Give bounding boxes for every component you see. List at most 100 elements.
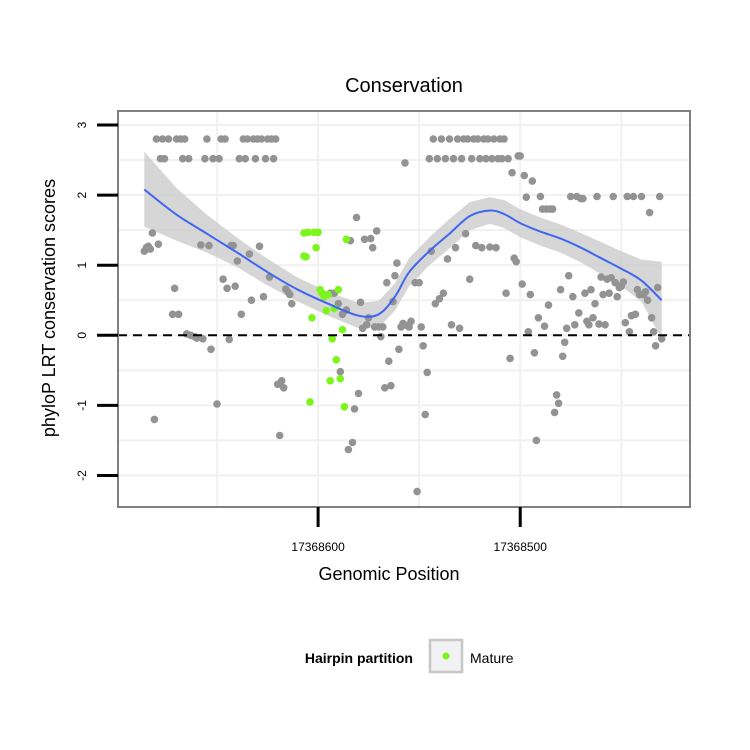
data-point <box>170 284 179 293</box>
data-point <box>201 154 209 163</box>
data-point <box>407 317 415 326</box>
data-point <box>245 250 254 258</box>
data-point <box>534 314 543 322</box>
x-axis-title: Genomic Position <box>318 564 459 584</box>
x-tick-label: 17368500 <box>494 540 548 554</box>
data-point <box>498 154 506 163</box>
mature-points <box>300 228 351 411</box>
data-point <box>257 135 266 143</box>
data-point <box>544 301 553 309</box>
data-point <box>476 154 484 163</box>
data-point <box>629 192 638 201</box>
data-point <box>178 154 187 163</box>
data-point <box>401 159 409 167</box>
data-point <box>215 154 223 163</box>
data-point <box>377 332 385 341</box>
mature-point <box>306 398 314 406</box>
data-point <box>536 192 545 201</box>
data-point <box>569 292 577 301</box>
data-point <box>447 321 456 329</box>
data-point <box>415 278 424 287</box>
data-point <box>631 310 640 319</box>
data-point <box>645 208 654 217</box>
data-point <box>391 271 399 280</box>
data-point <box>148 229 157 237</box>
data-point <box>637 192 646 201</box>
data-point <box>492 243 500 252</box>
data-point <box>261 154 270 163</box>
data-point <box>516 152 524 160</box>
data-point <box>601 321 609 329</box>
data-point <box>445 135 454 143</box>
data-point <box>364 314 373 322</box>
y-tick-label: -2 <box>75 470 89 481</box>
smooth-curve <box>143 188 663 318</box>
data-point <box>453 135 462 143</box>
data-point <box>366 234 375 243</box>
data-point <box>435 295 444 303</box>
data-point <box>150 415 159 424</box>
data-point <box>277 377 286 385</box>
data-point <box>423 368 432 377</box>
data-point <box>587 285 595 294</box>
data-point <box>605 289 613 298</box>
data-point <box>518 280 526 288</box>
data-point <box>490 135 498 143</box>
data-point <box>352 213 361 222</box>
data-point <box>506 354 514 363</box>
data-point <box>425 154 434 163</box>
data-point <box>288 299 296 308</box>
data-point <box>609 192 617 201</box>
data-point <box>255 242 264 251</box>
data-point <box>649 328 658 336</box>
data-point <box>484 135 492 143</box>
data-point <box>641 288 650 296</box>
data-point <box>581 289 589 298</box>
mature-point <box>342 235 351 244</box>
data-point <box>233 257 242 265</box>
data-point <box>207 345 215 354</box>
mature-point <box>312 243 320 252</box>
data-point <box>354 389 363 398</box>
chart-title: Conservation <box>345 75 463 97</box>
data-point <box>599 290 607 299</box>
data-point <box>524 328 533 336</box>
data-point <box>512 257 520 266</box>
y-tick-label: 1 <box>75 262 89 269</box>
smooth-line <box>143 188 663 318</box>
data-point <box>247 296 256 305</box>
mature-point <box>340 403 349 411</box>
data-point <box>461 229 470 238</box>
data-point <box>241 154 250 163</box>
data-point <box>520 171 529 180</box>
legend: Hairpin partition Mature <box>305 638 514 674</box>
data-point <box>184 154 193 163</box>
legend-key-mature-dot <box>442 652 450 660</box>
mature-point <box>302 252 310 261</box>
mature-point <box>338 325 347 334</box>
data-point <box>655 192 664 201</box>
data-point <box>168 310 177 319</box>
data-point <box>449 154 458 163</box>
data-point <box>528 177 537 185</box>
y-axis: -2 -1 0 1 2 3 <box>75 121 118 481</box>
data-point <box>478 243 486 252</box>
legend-label-mature: Mature <box>470 650 514 666</box>
mature-point <box>336 374 345 383</box>
data-point <box>344 445 353 454</box>
data-point <box>474 135 482 143</box>
data-point <box>203 135 211 143</box>
data-point <box>237 310 246 319</box>
data-point <box>441 154 450 163</box>
data-point <box>336 367 345 376</box>
data-point <box>419 342 428 350</box>
legend-title: Hairpin partition <box>305 650 413 666</box>
data-point <box>595 320 603 328</box>
data-point <box>552 391 561 399</box>
data-point <box>439 289 448 298</box>
data-point <box>158 135 167 143</box>
data-point <box>591 299 599 308</box>
data-point <box>209 154 217 163</box>
data-point <box>653 283 662 292</box>
